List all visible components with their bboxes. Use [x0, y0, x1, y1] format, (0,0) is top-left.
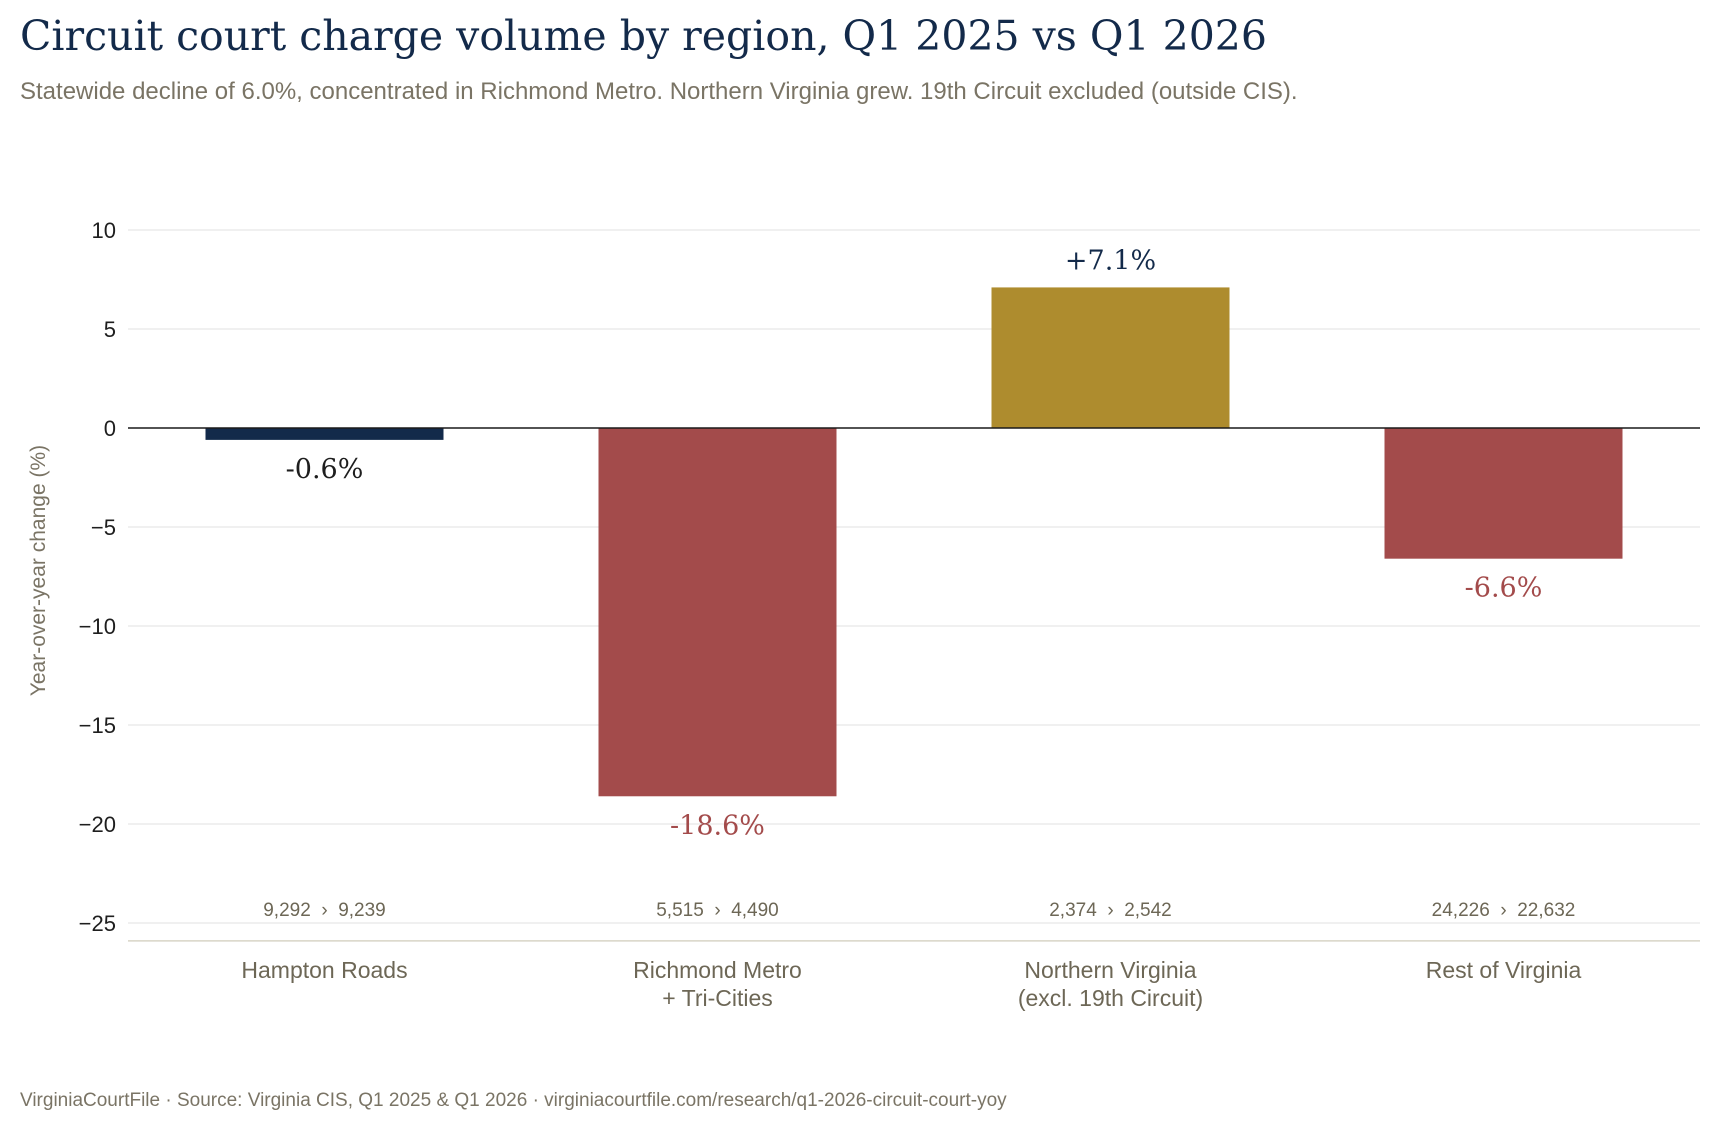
y-tick-label: −15	[79, 713, 116, 738]
y-tick-label: 5	[104, 317, 116, 342]
bar	[991, 287, 1230, 428]
y-tick-label: −20	[79, 812, 116, 837]
labels: -0.6% 9,292 › 9,239 Hampton Roads -18.6% 5,5…	[241, 245, 1581, 1011]
bar	[598, 428, 837, 797]
count-label: 2,374 › 2,542	[1049, 900, 1172, 921]
count-label: 9,292 › 9,239	[263, 900, 386, 921]
y-tick-label: −25	[79, 911, 116, 936]
bars	[205, 287, 1623, 797]
count-label: 5,515 › 4,490	[656, 900, 779, 921]
data-label: -18.6%	[670, 810, 765, 841]
category-label: Hampton Roads	[241, 957, 407, 983]
chart-subtitle: Statewide decline of 6.0%, concentrated …	[20, 78, 1298, 105]
bar	[205, 428, 444, 440]
data-label: -6.6%	[1465, 573, 1543, 604]
y-tick-label: 0	[104, 416, 116, 441]
category-label: Richmond Metro	[633, 957, 802, 983]
data-label: -0.6%	[286, 454, 364, 485]
category-label: (excl. 19th Circuit)	[1018, 985, 1203, 1011]
chart-title: Circuit court charge volume by region, Q…	[20, 12, 1267, 60]
y-axis-title: Year-over-year change (%)	[27, 445, 50, 696]
data-label: +7.1%	[1065, 245, 1156, 276]
y-tick-label: 10	[92, 218, 116, 243]
axes: 10 5 0 −5 −10 −15 −20 −25 Year-over-year change …	[27, 218, 1700, 942]
category-label: + Tri-Cities	[662, 985, 773, 1011]
category-label: Rest of Virginia	[1426, 957, 1582, 983]
y-tick-label: −5	[91, 515, 116, 540]
count-label: 24,226 › 22,632	[1432, 900, 1576, 921]
bar	[1384, 428, 1623, 559]
source-footer: VirginiaCourtFile · Source: Virginia CIS…	[20, 1090, 1007, 1111]
category-label: Northern Virginia	[1024, 957, 1196, 983]
y-tick-label: −10	[79, 614, 116, 639]
